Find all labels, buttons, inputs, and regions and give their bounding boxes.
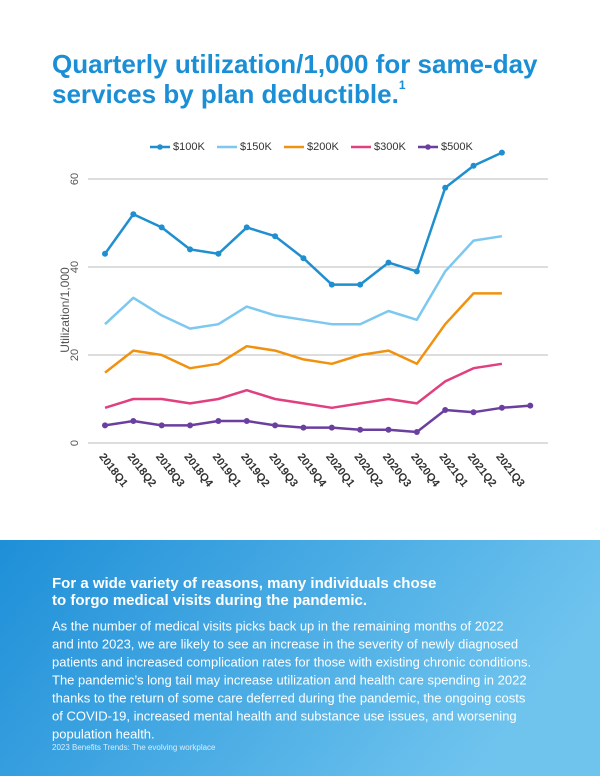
data-point (470, 162, 477, 169)
series-line (104, 292, 502, 374)
data-point (272, 422, 279, 429)
data-point (243, 224, 250, 231)
data-point (130, 211, 137, 218)
data-point (187, 422, 194, 429)
data-point (442, 184, 449, 191)
data-point (328, 424, 335, 431)
y-tick-label: 40 (69, 261, 81, 273)
legend-label: $100K (173, 141, 205, 153)
data-point (328, 281, 335, 288)
data-point (187, 246, 194, 253)
data-point (158, 224, 165, 231)
series-line (104, 234, 503, 330)
y-tick-label: 0 (69, 440, 81, 446)
legend-marker (425, 144, 431, 150)
callout-panel (0, 540, 600, 776)
title-note: 1 (399, 78, 406, 92)
data-point (385, 426, 392, 433)
data-point (300, 255, 307, 262)
callout-body-line: As the number of medical visits picks ba… (52, 618, 504, 633)
callout-heading: to forgo medical visits during the pande… (52, 592, 367, 609)
data-point (102, 250, 108, 257)
y-axis-label: Utilization/1,000 (58, 267, 72, 353)
data-point (413, 429, 420, 435)
data-point (357, 281, 364, 288)
legend-label: $150K (240, 141, 272, 153)
data-point (385, 259, 392, 266)
data-point (357, 426, 364, 433)
legend-label: $500K (441, 141, 473, 153)
callout-body-line: patients and increased complication rate… (52, 654, 531, 669)
callout-body-line: thanks to the return of some care deferr… (52, 690, 526, 705)
data-point (215, 418, 222, 424)
data-point (442, 407, 449, 413)
y-tick-label: 60 (69, 173, 81, 185)
legend-label: $200K (307, 141, 339, 153)
legend-marker (157, 144, 163, 150)
data-point (102, 422, 108, 429)
top-panel (0, 0, 600, 540)
data-point (158, 422, 165, 429)
footer-text: 2023 Benefits Trends: The evolving workp… (52, 743, 216, 752)
callout-body-line: population health. (52, 726, 155, 741)
callout-body-line: The pandemic’s long tail may increase ut… (52, 672, 527, 687)
title-line: Quarterly utilization/1,000 for same-day (52, 49, 538, 79)
callout-heading: For a wide variety of reasons, many indi… (52, 575, 436, 592)
data-point (300, 424, 307, 431)
data-point (272, 233, 279, 240)
data-point (498, 404, 505, 411)
y-tick-label: 20 (69, 349, 81, 361)
data-point (498, 149, 505, 156)
data-point (413, 268, 420, 275)
series-line (104, 404, 531, 434)
data-point (470, 409, 477, 416)
legend-label: $300K (374, 141, 406, 153)
series-line (104, 362, 503, 410)
data-point (130, 418, 137, 424)
callout-body-line: of COVID-19, increased mental health and… (52, 708, 517, 723)
title-line: services by plan deductible.1 (52, 78, 406, 109)
data-point (243, 418, 250, 424)
data-point (527, 402, 534, 409)
title-text: services by plan deductible. (52, 79, 399, 109)
callout-body-line: and into 2023, we are likely to see an i… (52, 636, 518, 651)
data-point (215, 250, 222, 257)
